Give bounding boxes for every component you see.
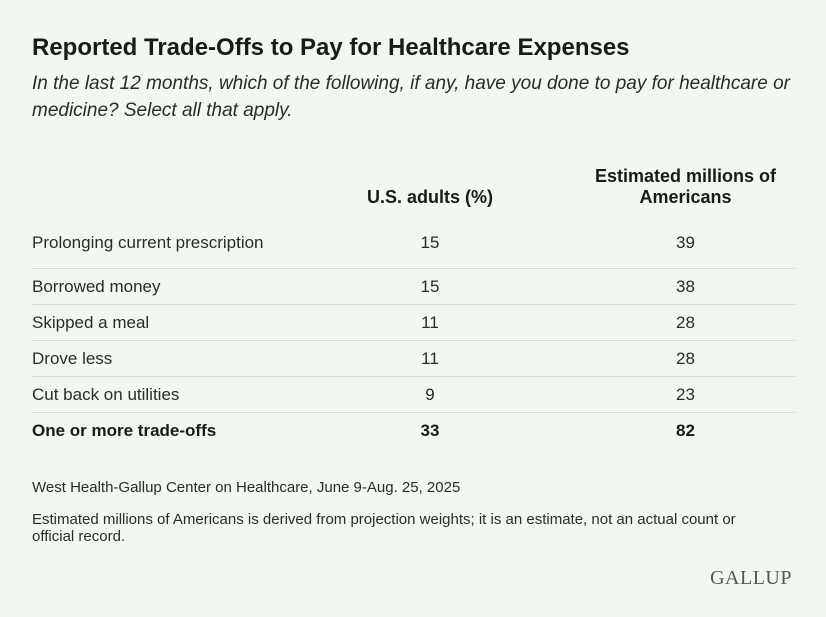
cell: 82	[530, 412, 795, 448]
table-row: Prolonging current prescription 15 39	[32, 218, 795, 269]
row-label: Skipped a meal	[32, 304, 330, 341]
title: Reported Trade-Offs to Pay for Healthcar…	[32, 34, 630, 61]
cell: 33	[330, 412, 530, 448]
table-row: Cut back on utilities 9 23	[32, 376, 795, 413]
logo: GALLUP	[710, 567, 792, 589]
note: Estimated millions of Americans is deriv…	[32, 511, 736, 545]
row-label: Prolonging current prescription	[32, 233, 264, 252]
cell: 11	[330, 304, 530, 341]
row-label: Cut back on utilities	[32, 376, 330, 413]
cell: 23	[530, 376, 795, 413]
table-row: Borrowed money 15 38	[32, 268, 795, 305]
table-row: One or more trade-offs 33 82	[32, 412, 795, 448]
header-cell: Estimated millions of Americans	[594, 166, 777, 207]
cell: 9	[330, 376, 530, 413]
table-body: Prolonging current prescription 15 39 Borro…	[32, 218, 795, 448]
cell: 11	[330, 340, 530, 377]
row-label: One or more trade-offs	[32, 412, 330, 448]
cell: 15	[420, 233, 440, 252]
header-cell	[32, 166, 330, 218]
cell: 38	[530, 268, 795, 305]
row-label: Drove less	[32, 340, 330, 377]
header-row: U.S. adults (%) Estimated millions of Am…	[32, 166, 795, 218]
cell: 28	[530, 340, 795, 377]
table-row: Drove less 11 28	[32, 340, 795, 377]
table-row: Skipped a meal 11 28	[32, 304, 795, 341]
row-label: Borrowed money	[32, 268, 330, 305]
header-cell: U.S. adults (%)	[366, 187, 493, 207]
cell: 15	[330, 268, 530, 305]
cell: 28	[530, 304, 795, 341]
table: U.S. adults (%) Estimated millions of Am…	[32, 166, 795, 448]
cell: 39	[676, 233, 695, 252]
table-head: U.S. adults (%) Estimated millions of Am…	[32, 166, 795, 218]
subtitle: In the last 12 months, which of the foll…	[32, 73, 790, 121]
source: West Health-Gallup Center on Healthcare,…	[32, 479, 461, 496]
